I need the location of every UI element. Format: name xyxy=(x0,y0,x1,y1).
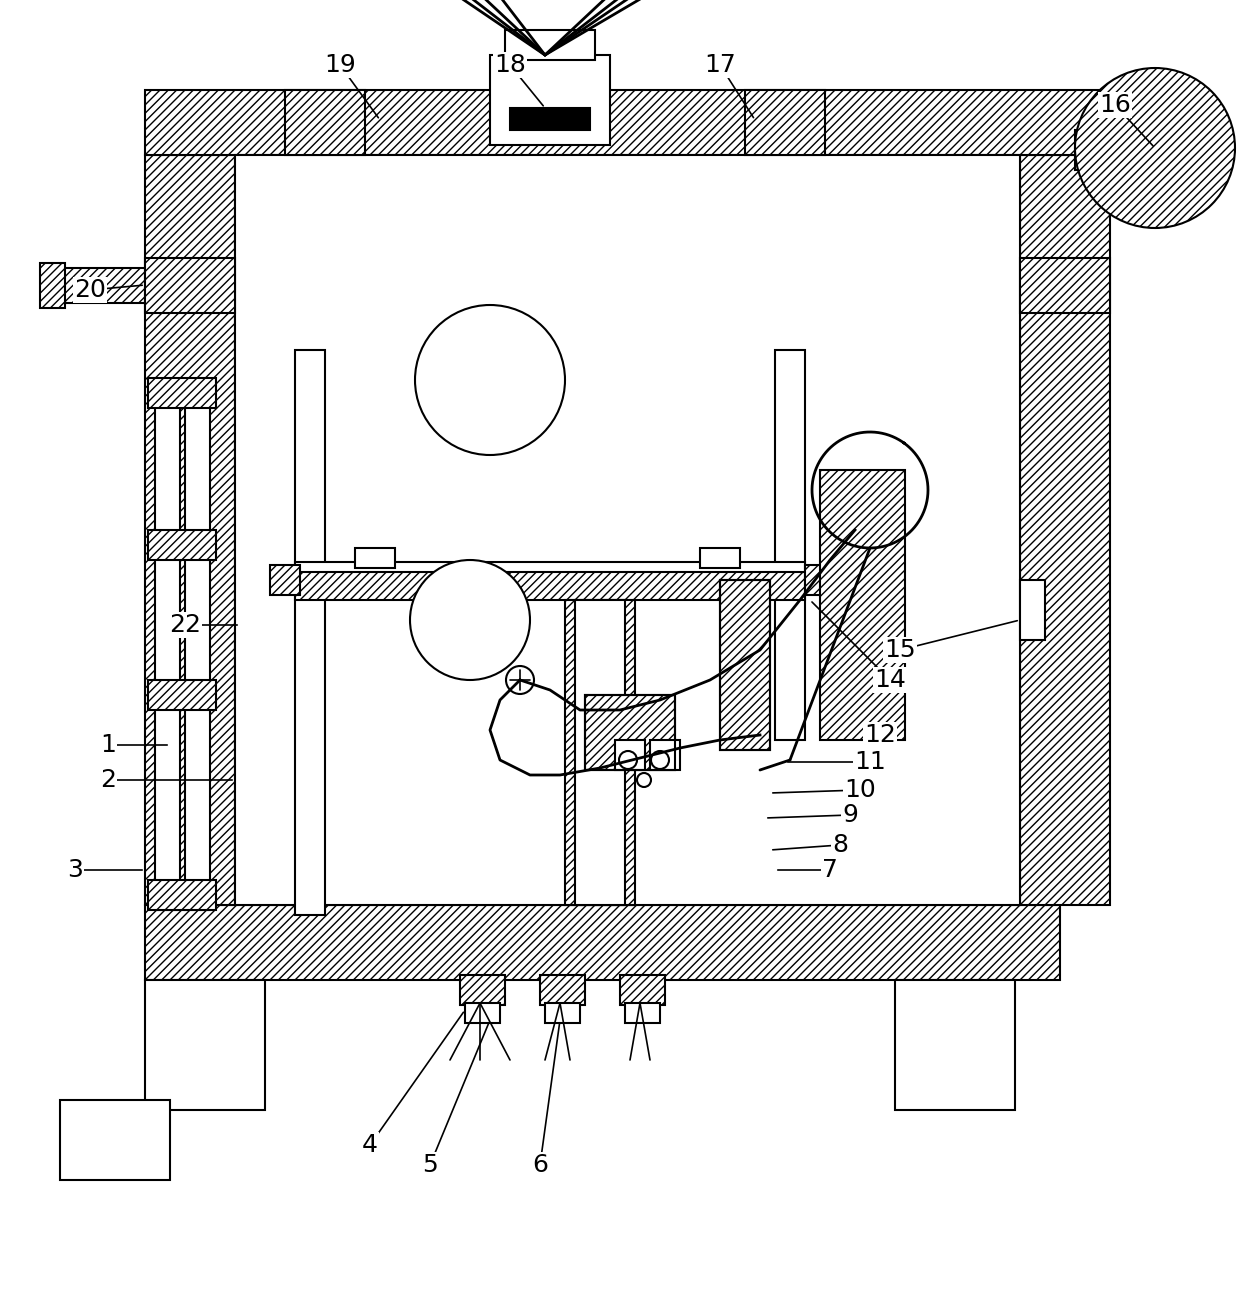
Bar xyxy=(505,30,595,60)
Bar xyxy=(1021,155,1110,905)
Bar xyxy=(145,980,265,1110)
Text: 11: 11 xyxy=(854,751,885,774)
Text: 20: 20 xyxy=(74,278,105,302)
Bar xyxy=(148,880,216,910)
Bar xyxy=(295,562,805,572)
Circle shape xyxy=(619,751,637,769)
Bar xyxy=(510,107,590,129)
Bar xyxy=(148,681,216,710)
Bar xyxy=(585,695,675,770)
Text: 22: 22 xyxy=(169,613,201,637)
Text: 7: 7 xyxy=(822,858,838,883)
Bar xyxy=(585,695,675,770)
Bar xyxy=(701,547,740,568)
Bar xyxy=(625,1003,660,1024)
Text: 18: 18 xyxy=(494,53,526,78)
Bar xyxy=(820,470,905,740)
Bar xyxy=(745,91,825,155)
Text: 16: 16 xyxy=(1099,93,1131,116)
Bar xyxy=(145,905,1060,980)
Text: 6: 6 xyxy=(532,1153,548,1178)
Bar xyxy=(270,565,300,595)
Bar xyxy=(565,600,635,905)
Bar xyxy=(620,974,665,1005)
Text: 8: 8 xyxy=(832,833,848,857)
Bar xyxy=(775,349,805,740)
Bar xyxy=(185,380,210,910)
Text: 12: 12 xyxy=(864,723,897,747)
Bar xyxy=(295,568,805,600)
Bar xyxy=(285,91,365,155)
Bar xyxy=(720,580,770,751)
Text: 2: 2 xyxy=(100,769,117,792)
Bar xyxy=(60,268,145,303)
Bar xyxy=(460,974,505,1005)
Bar xyxy=(355,547,396,568)
Circle shape xyxy=(1075,69,1235,228)
Bar xyxy=(145,91,1110,155)
Bar xyxy=(1021,580,1045,641)
Bar xyxy=(575,600,625,905)
Circle shape xyxy=(410,560,529,681)
Text: 19: 19 xyxy=(324,53,356,78)
Bar xyxy=(546,1003,580,1024)
Text: 1: 1 xyxy=(100,732,115,757)
Bar xyxy=(1075,129,1110,170)
Bar xyxy=(465,1003,500,1024)
Bar xyxy=(615,740,645,770)
Bar xyxy=(148,378,216,408)
Text: 14: 14 xyxy=(874,668,906,692)
Bar xyxy=(148,531,216,560)
Bar xyxy=(895,980,1016,1110)
Circle shape xyxy=(637,773,651,787)
Circle shape xyxy=(651,751,670,769)
Text: 17: 17 xyxy=(704,53,735,78)
Text: 5: 5 xyxy=(422,1153,438,1178)
Circle shape xyxy=(415,305,565,455)
Bar xyxy=(720,580,770,751)
Bar xyxy=(539,974,585,1005)
Bar xyxy=(236,155,1021,905)
Bar xyxy=(40,263,64,308)
Text: 3: 3 xyxy=(67,858,83,883)
Bar xyxy=(650,740,680,770)
Bar xyxy=(1109,138,1128,163)
Bar xyxy=(155,380,180,910)
Circle shape xyxy=(506,666,534,694)
Bar xyxy=(60,1100,170,1180)
Text: 9: 9 xyxy=(842,804,858,827)
Bar xyxy=(145,258,236,313)
Text: 4: 4 xyxy=(362,1134,378,1157)
Bar xyxy=(805,565,835,595)
Text: 10: 10 xyxy=(844,778,875,802)
Bar xyxy=(490,56,610,145)
Bar xyxy=(1021,258,1110,313)
Bar xyxy=(145,155,236,905)
Text: 15: 15 xyxy=(884,638,916,663)
Bar xyxy=(295,349,325,915)
